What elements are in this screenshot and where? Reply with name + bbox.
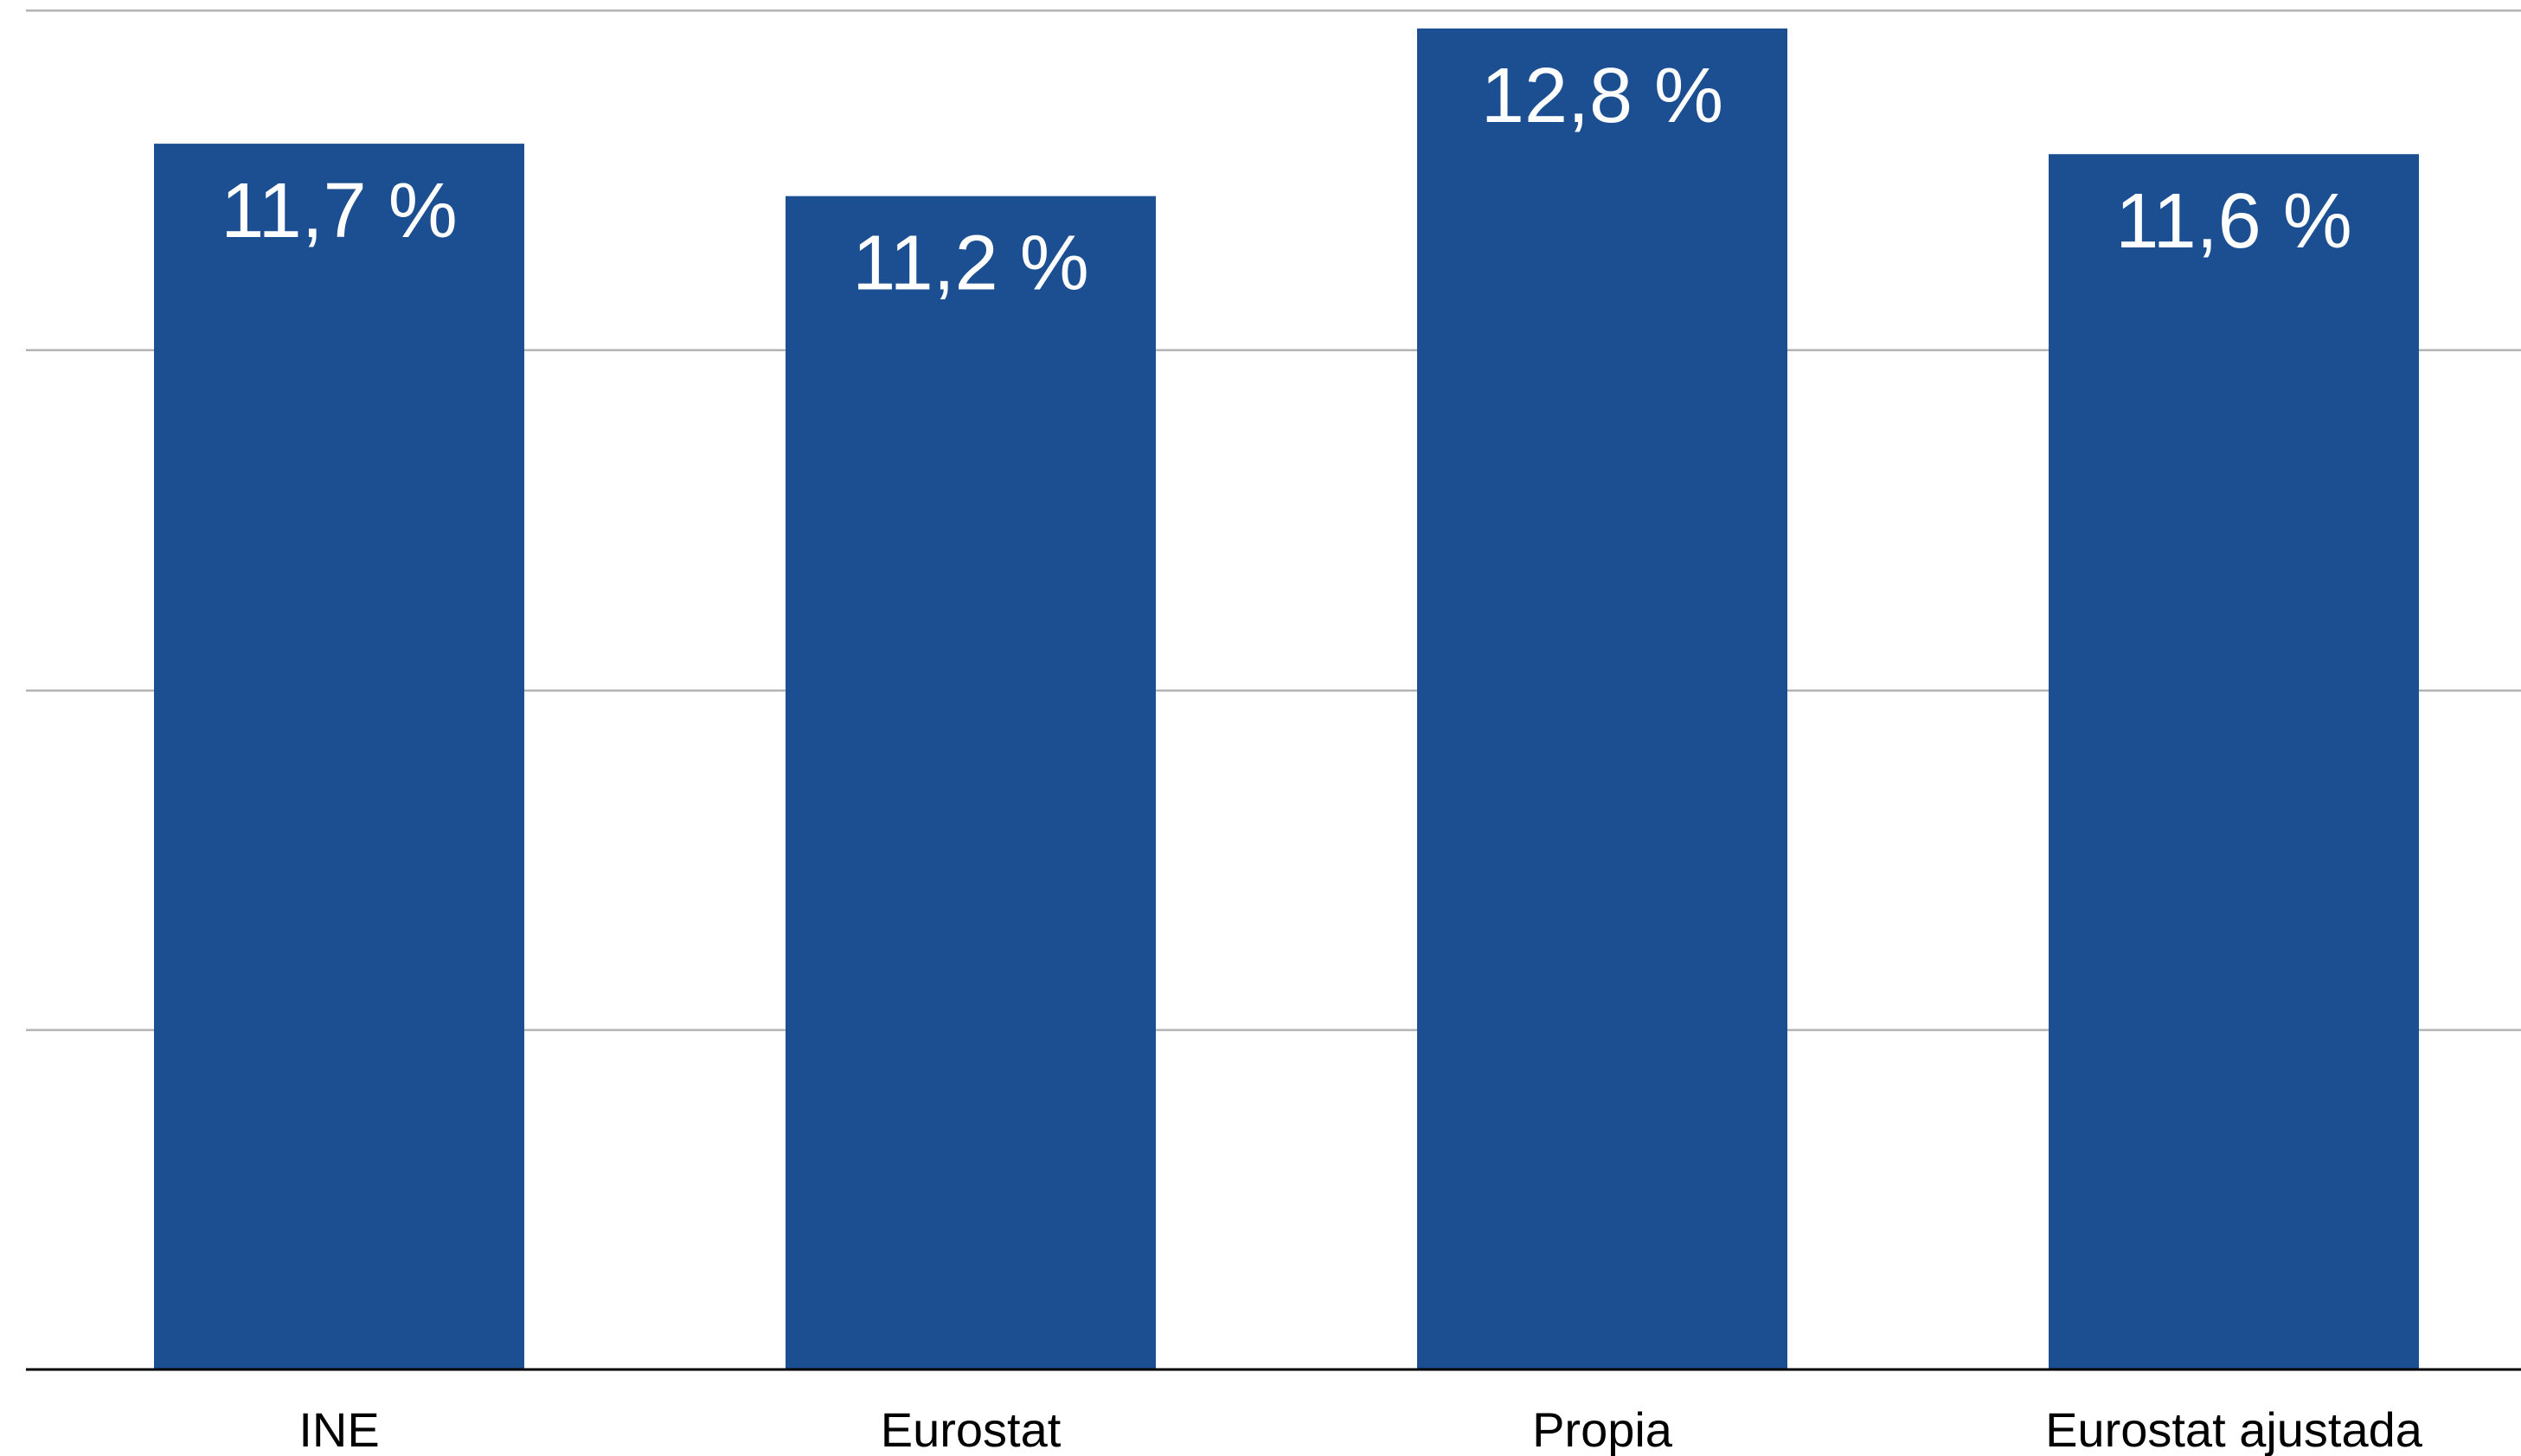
data-label: 11,2 % xyxy=(852,221,1089,307)
x-tick-label: Propia xyxy=(1532,1402,1673,1456)
bar-eurostat xyxy=(786,196,1156,1370)
data-label: 11,7 % xyxy=(221,168,458,254)
bar-eurostat-ajustada xyxy=(2049,154,2419,1370)
x-tick-label: INE xyxy=(298,1402,379,1456)
data-label: 12,8 % xyxy=(1481,53,1723,139)
data-labels: 11,7 % 11,2 % 12,8 % 11,6 % xyxy=(221,53,2352,307)
x-tick-label: Eurostat xyxy=(881,1402,1062,1456)
data-label: 11,6 % xyxy=(2115,178,2352,265)
bar-propia xyxy=(1417,28,1787,1369)
x-axis-tick-labels: INE Eurostat Propia Eurostat ajustada xyxy=(298,1402,2422,1456)
x-tick-label: Eurostat ajustada xyxy=(2045,1402,2423,1456)
bars xyxy=(154,28,2419,1370)
bar-ine xyxy=(154,144,524,1370)
